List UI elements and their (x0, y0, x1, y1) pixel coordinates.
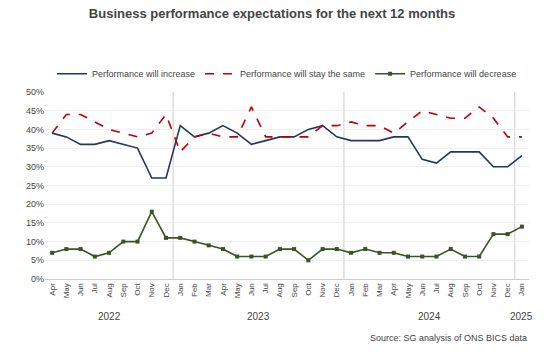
svg-text:Jul: Jul (90, 283, 99, 293)
svg-text:Jan: Jan (517, 283, 526, 296)
svg-text:30%: 30% (26, 162, 44, 172)
svg-text:Source: SG analysis of ONS BIC: Source: SG analysis of ONS BICS data (370, 333, 527, 343)
svg-text:2022: 2022 (98, 311, 121, 322)
svg-text:Sep: Sep (290, 283, 299, 298)
svg-text:Performance will decrease: Performance will decrease (410, 69, 516, 79)
svg-text:2023: 2023 (247, 311, 270, 322)
svg-text:2024: 2024 (418, 311, 441, 322)
svg-text:Jul: Jul (261, 283, 270, 293)
svg-text:Mar: Mar (204, 283, 213, 297)
svg-text:Mar: Mar (375, 283, 384, 297)
svg-text:25%: 25% (26, 181, 44, 191)
svg-text:May: May (404, 283, 413, 298)
svg-text:May: May (233, 283, 242, 298)
svg-text:20%: 20% (26, 199, 44, 209)
svg-text:Aug: Aug (446, 283, 455, 297)
svg-text:May: May (62, 283, 71, 298)
svg-text:Feb: Feb (361, 283, 370, 297)
svg-text:Sep: Sep (461, 283, 470, 298)
svg-text:Dec: Dec (503, 283, 512, 297)
svg-text:Performance will stay the same: Performance will stay the same (240, 69, 365, 79)
svg-text:Jun: Jun (76, 283, 85, 296)
svg-text:2025: 2025 (510, 311, 533, 322)
svg-text:Jan: Jan (347, 283, 356, 296)
svg-text:Jun: Jun (247, 283, 256, 296)
svg-text:Nov: Nov (489, 283, 498, 297)
svg-text:45%: 45% (26, 106, 44, 116)
svg-text:Apr: Apr (389, 283, 398, 296)
svg-text:Aug: Aug (105, 283, 114, 297)
svg-text:Apr: Apr (219, 283, 228, 296)
svg-text:Aug: Aug (275, 283, 284, 297)
svg-text:35%: 35% (26, 143, 44, 153)
svg-text:Sep: Sep (119, 283, 128, 298)
svg-text:5%: 5% (31, 255, 44, 265)
svg-text:Performance will increase: Performance will increase (92, 69, 195, 79)
svg-text:40%: 40% (26, 125, 44, 135)
svg-text:Jan: Jan (176, 283, 185, 296)
svg-text:Business performance expectati: Business performance expectations for th… (89, 6, 455, 21)
svg-text:10%: 10% (26, 237, 44, 247)
svg-text:Oct: Oct (475, 282, 484, 295)
svg-text:15%: 15% (26, 218, 44, 228)
svg-text:Nov: Nov (318, 283, 327, 297)
svg-text:Nov: Nov (147, 283, 156, 297)
svg-text:Apr: Apr (48, 283, 57, 296)
svg-text:50%: 50% (26, 87, 44, 97)
svg-text:Oct: Oct (304, 282, 313, 295)
svg-text:Dec: Dec (162, 283, 171, 297)
svg-text:Jul: Jul (432, 283, 441, 293)
svg-text:Feb: Feb (190, 283, 199, 297)
svg-text:0%: 0% (31, 274, 44, 284)
svg-text:Dec: Dec (332, 283, 341, 297)
svg-text:Oct: Oct (133, 282, 142, 295)
svg-text:Jun: Jun (418, 283, 427, 296)
